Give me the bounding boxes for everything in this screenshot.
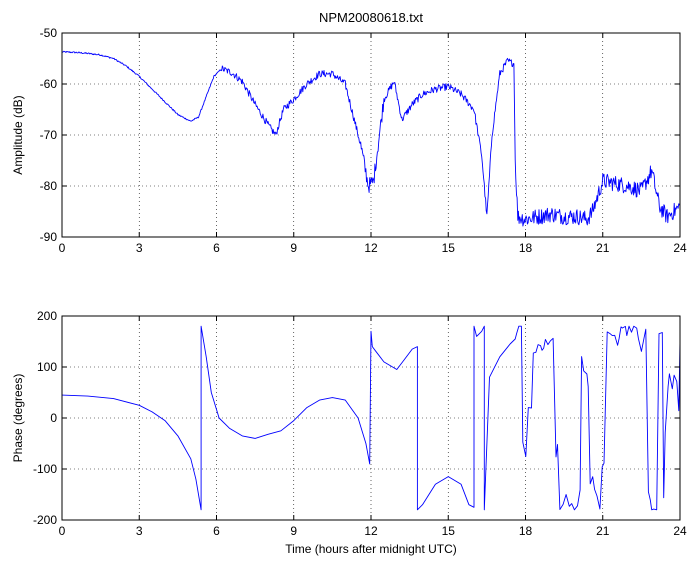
x-tick-label: 24 bbox=[673, 524, 687, 538]
x-tick-label: 0 bbox=[59, 524, 66, 538]
x-tick-label: 9 bbox=[290, 524, 297, 538]
y-tick-label: 100 bbox=[37, 360, 57, 374]
x-tick-label: 9 bbox=[290, 241, 297, 255]
x-tick-label: 18 bbox=[519, 524, 533, 538]
x-tick-label: 0 bbox=[59, 241, 66, 255]
x-tick-label: 18 bbox=[519, 241, 533, 255]
y-tick-label: -100 bbox=[33, 462, 57, 476]
y-tick-label: -90 bbox=[40, 230, 58, 244]
y-axis-label: Amplitude (dB) bbox=[11, 95, 25, 174]
x-tick-label: 24 bbox=[673, 241, 687, 255]
y-tick-label: -50 bbox=[40, 26, 58, 40]
x-tick-label: 3 bbox=[136, 241, 143, 255]
x-tick-label: 21 bbox=[596, 241, 610, 255]
data-line bbox=[61, 325, 681, 511]
subplots: 0 3 6 9 12 15 18 21 24 -90 -80 -70 -60 -50 Amplitude (… bbox=[11, 26, 687, 538]
y-tick-label: 0 bbox=[50, 411, 57, 425]
subplot-2: 0 3 6 9 12 15 18 21 24 -200 -100 0 100 200 Phase (degr… bbox=[11, 309, 687, 538]
x-tick-label: 6 bbox=[213, 524, 220, 538]
y-axis-label: Phase (degrees) bbox=[11, 374, 25, 463]
y-tick-label: -70 bbox=[40, 128, 58, 142]
x-tick-label: 21 bbox=[596, 524, 610, 538]
x-tick-label: 15 bbox=[442, 241, 456, 255]
x-tick-label: 3 bbox=[136, 524, 143, 538]
data-line bbox=[61, 50, 681, 227]
x-axis-label: Time (hours after midnight UTC) bbox=[285, 542, 457, 556]
y-tick-label: 200 bbox=[37, 309, 57, 323]
x-tick-label: 12 bbox=[364, 524, 378, 538]
x-tick-label: 12 bbox=[364, 241, 378, 255]
figure-title: NPM20080618.txt bbox=[319, 10, 423, 25]
subplot-1: 0 3 6 9 12 15 18 21 24 -90 -80 -70 -60 -50 Amplitude (… bbox=[11, 26, 687, 255]
y-tick-label: -80 bbox=[40, 179, 58, 193]
x-tick-label: 6 bbox=[213, 241, 220, 255]
x-tick-label: 15 bbox=[442, 524, 456, 538]
y-tick-label: -60 bbox=[40, 77, 58, 91]
y-tick-label: -200 bbox=[33, 513, 57, 527]
